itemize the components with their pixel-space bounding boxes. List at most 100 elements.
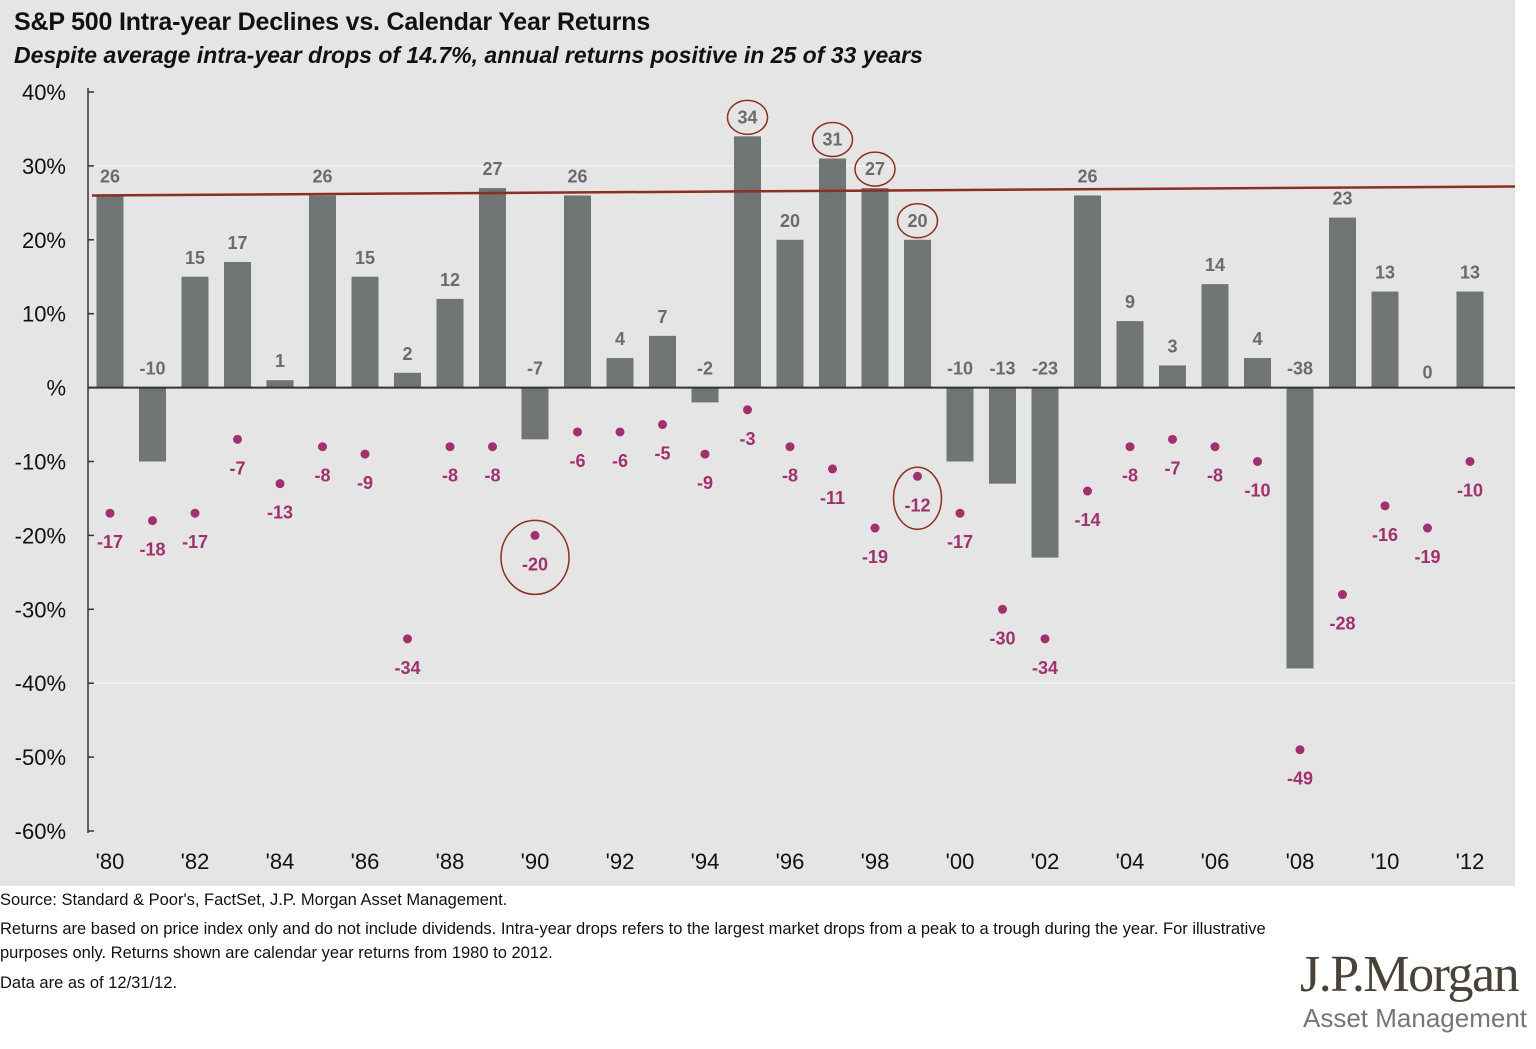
x-tick-label: '08 — [1286, 849, 1315, 874]
drop-point — [275, 479, 285, 489]
bar-value-label: 26 — [1077, 166, 1097, 186]
bar-value-label: 7 — [657, 307, 667, 327]
drop-value-label: -6 — [569, 451, 585, 471]
highlight-circle — [892, 466, 943, 531]
bar-value-label: 2 — [402, 344, 412, 364]
drop-value-label: -17 — [97, 532, 123, 552]
drop-value-label: -8 — [484, 466, 500, 486]
bar-value-label: 12 — [440, 270, 460, 290]
return-bar — [776, 239, 804, 388]
drop-value-label: -19 — [1414, 547, 1440, 567]
drop-point — [1210, 442, 1220, 452]
bar-value-label: 27 — [865, 159, 885, 179]
bar-value-label: 13 — [1375, 263, 1395, 283]
bar-value-label: 20 — [780, 211, 800, 231]
source-note: Source: Standard & Poor's, FactSet, J.P.… — [0, 891, 508, 909]
y-tick-label: -30% — [15, 597, 66, 622]
logo-tagline: Asset Management — [1303, 1003, 1528, 1033]
drop-point — [190, 508, 200, 518]
return-bar — [224, 261, 251, 388]
return-bar — [606, 358, 634, 388]
drop-value-label: -28 — [1329, 614, 1355, 634]
return-bar — [564, 195, 591, 388]
drop-value-label: -13 — [267, 503, 293, 523]
drop-point — [403, 634, 412, 644]
chart: 40% 30% 20% 10%% -10% -20% -30% -40% -50% -60% '80… — [15, 80, 1516, 874]
x-tick-label: '06 — [1201, 849, 1230, 874]
drop-point — [658, 420, 667, 430]
drop-value-label: -30 — [989, 628, 1015, 648]
drop-point — [1125, 442, 1135, 452]
bar-value-label: 4 — [615, 329, 625, 349]
return-bar — [861, 188, 889, 388]
x-tick-label: '04 — [1116, 849, 1145, 874]
bar-value-label: 0 — [1422, 363, 1432, 383]
return-bar — [479, 188, 506, 388]
drop-value-label: -11 — [820, 488, 845, 508]
drop-value-label: -14 — [1074, 510, 1100, 530]
drop-value-label: -16 — [1372, 525, 1398, 545]
drop-value-label: -5 — [654, 444, 670, 464]
x-tick-label: '88 — [436, 849, 465, 874]
bar-value-label: 23 — [1332, 189, 1352, 209]
x-tick-label: '84 — [266, 849, 295, 874]
return-bar — [181, 276, 209, 388]
return-bar — [436, 298, 464, 388]
drop-point — [828, 464, 837, 474]
return-bar — [691, 387, 719, 403]
drop-point — [870, 523, 880, 533]
drop-point — [955, 508, 965, 518]
drop-value-label: -34 — [1032, 658, 1058, 678]
return-bar — [1031, 387, 1059, 558]
drop-value-label: -9 — [697, 473, 713, 493]
drop-point — [1423, 523, 1432, 533]
bar-value-label: -38 — [1287, 359, 1313, 379]
drop-point — [148, 516, 157, 526]
x-tick-label: '00 — [946, 849, 975, 874]
highlight-circle — [500, 519, 570, 596]
return-bar — [521, 387, 549, 440]
highlight-circle — [854, 151, 896, 187]
return-bar — [394, 372, 421, 388]
drop-point — [1380, 501, 1390, 511]
drop-value-label: -9 — [357, 473, 373, 493]
return-bar — [1456, 291, 1484, 388]
drop-point — [1465, 457, 1475, 466]
x-tick-label: '96 — [776, 849, 805, 874]
drop-point — [488, 442, 497, 452]
highlight-circle — [896, 203, 939, 239]
bar-value-label: 31 — [822, 130, 842, 150]
chart-title: S&P 500 Intra-year Declines vs. Calendar… — [14, 8, 651, 36]
bar-value-label: 34 — [737, 107, 757, 127]
drop-value-label: -7 — [1164, 458, 1180, 478]
drop-value-label: -8 — [314, 466, 330, 486]
bar-value-label: -2 — [697, 359, 713, 379]
y-tick-label: -50% — [15, 745, 66, 770]
bar-value-label: -10 — [947, 359, 973, 379]
y-tick-label: 10% — [22, 302, 66, 327]
drop-point — [1338, 590, 1347, 600]
jpmorgan-logo: J.P.Morgan Asset Management — [1300, 945, 1536, 1049]
drop-point — [700, 449, 710, 459]
y-tick-label: -40% — [15, 671, 66, 696]
return-bar — [351, 276, 379, 388]
drop-value-label: -3 — [739, 429, 755, 449]
drop-value-label: -49 — [1287, 769, 1313, 789]
reference-line — [91, 185, 1516, 197]
bar-value-label: 26 — [567, 166, 587, 186]
return-bar — [1371, 291, 1399, 388]
return-bar — [1244, 358, 1271, 388]
bar-value-label: 20 — [907, 211, 927, 231]
bar-value-label: 26 — [100, 166, 120, 186]
drop-point — [998, 604, 1007, 614]
x-tick-label: '90 — [521, 849, 550, 874]
drop-value-label: -8 — [1207, 466, 1223, 486]
return-bar — [1159, 365, 1186, 388]
return-bar — [734, 136, 761, 388]
bar-value-label: 27 — [482, 159, 502, 179]
y-tick-label: 30% — [22, 154, 66, 179]
bar-value-label: -23 — [1032, 359, 1058, 379]
bar-value-label: 1 — [275, 351, 285, 371]
drop-value-label: -6 — [612, 451, 628, 471]
data-date-note: Data are as of 12/31/12. — [0, 974, 178, 992]
